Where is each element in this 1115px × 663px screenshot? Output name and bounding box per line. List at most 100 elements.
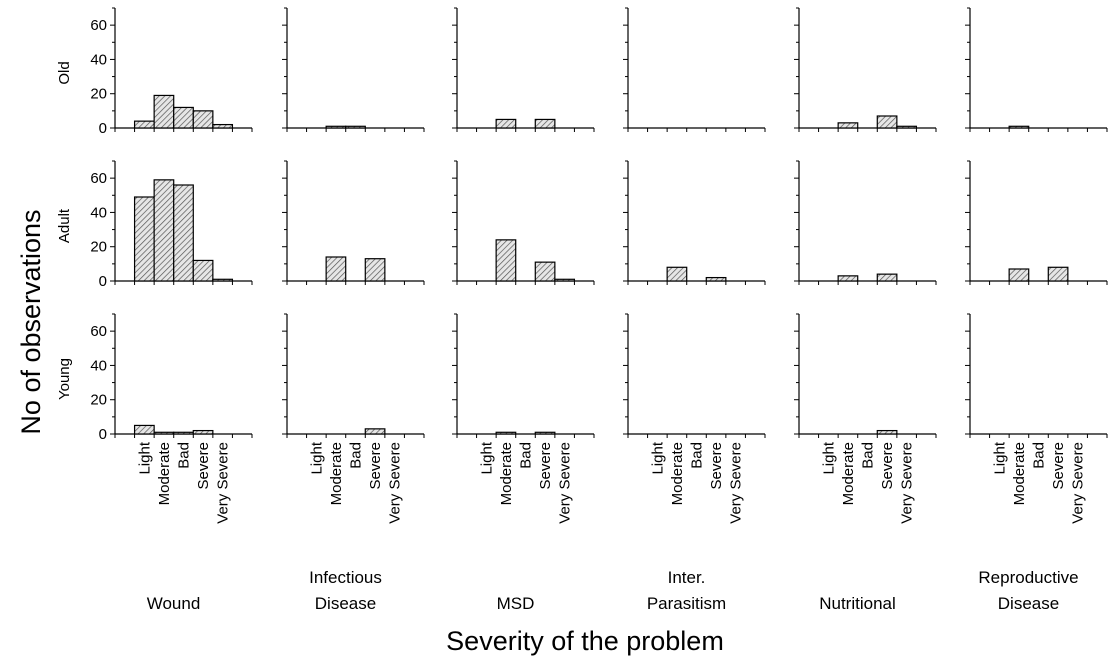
category-label: Severe [367,442,384,490]
bar-old-0-very-severe [212,123,234,129]
panel-young-0: 0 20 40 60 Light Moderate Bad Severe Very Severe… [90,313,253,613]
category-label: Light [136,441,153,474]
bar-young-1-severe [364,428,386,435]
panel-adult-1 [282,160,425,285]
bar-young-2-moderate [495,431,517,435]
bar-old-4-moderate [837,122,859,129]
category-label: Light [991,441,1008,474]
y-tick-label: 60 [90,170,107,187]
category-label: Light [308,441,325,474]
row-label-adult: Adult [56,208,73,243]
category-label: Light [478,441,495,474]
category-label: Severe [1050,442,1067,490]
category-label: Severe [537,442,554,490]
category-label: Bad [176,442,193,469]
bar-old-0-light [133,120,155,129]
bar-old-4-severe [876,115,898,129]
bar-young-0-moderate [153,431,175,435]
panel-old-4 [794,7,937,132]
bar-young-0-severe [192,429,214,435]
bar-young-2-severe [534,431,556,435]
category-label: Severe [708,442,725,490]
panel-old-1 [282,7,425,132]
bar-adult-0-moderate [153,179,175,282]
category-label: Bad [1031,442,1048,469]
bar-adult-3-severe [705,276,727,282]
category-label: Moderate [498,442,515,505]
bar-adult-0-bad [173,184,194,282]
y-tick-label: 0 [99,426,107,443]
panel-young-4: Light Moderate Bad Severe Very Severe Nutriti… [794,313,937,613]
y-tick-label: 20 [90,392,107,409]
panel-adult-0: 0 20 40 60 [90,160,253,290]
bar-adult-0-light [133,196,155,282]
row-label-young: Young [56,358,73,400]
bar-adult-4-severe [876,273,898,282]
y-tick-label: 20 [90,86,107,103]
category-label: Bad [518,442,535,469]
y-tick-label: 0 [99,120,107,137]
category-label: Bad [689,442,706,469]
panel-young-1: Light Moderate Bad Severe Very Severe Infecti… [282,313,425,613]
category-label: Severe [879,442,896,490]
bar-adult-0-very-severe [212,278,234,282]
bar-young-0-light [133,424,155,435]
panel-adult-4 [794,160,937,285]
bar-old-1-bad [345,125,366,129]
y-tick-label: 40 [90,357,107,374]
bar-adult-0-severe [192,259,214,282]
y-axis-label: No of observations [16,209,46,434]
category-label: Moderate [840,442,857,505]
y-tick-label: 0 [99,273,107,290]
bar-adult-2-very-severe [554,278,576,282]
bar-adult-3-moderate [666,266,688,282]
category-label: Very Severe [1070,442,1087,524]
y-tick-label: 40 [90,204,107,221]
panel-old-0: 0 20 40 60 [90,7,253,137]
column-label: Wound [147,594,201,613]
category-label: Severe [195,442,212,490]
bar-old-5-moderate [1008,125,1030,129]
category-label: Light [649,441,666,474]
bar-young-0-bad [173,431,194,435]
panel-young-5: Light Moderate Bad Severe Very Severe Reprodu… [965,313,1108,613]
bar-old-0-severe [192,110,214,129]
bar-adult-2-moderate [495,239,517,282]
category-label: Very Severe [899,442,916,524]
column-label: Inter. [668,568,706,587]
panel-old-2 [452,7,595,132]
bar-old-0-bad [173,106,194,129]
bar-old-4-very-severe [896,125,918,129]
bar-old-0-moderate [153,94,175,129]
panel-adult-5 [965,160,1108,285]
bar-young-4-severe [876,429,898,435]
category-label: Bad [860,442,877,469]
category-label: Very Severe [557,442,574,524]
category-label: Light [820,441,837,474]
panel-young-3: Light Moderate Bad Severe Very Severe Inter. P… [623,313,766,613]
category-label: Very Severe [387,442,404,524]
row-label-old: Old [56,61,73,84]
y-tick-label: 60 [90,17,107,34]
category-label: Bad [348,442,365,469]
bar-adult-5-severe [1047,266,1069,282]
category-label: Very Severe [215,442,232,524]
column-label: Disease [998,594,1059,613]
bar-adult-4-moderate [837,275,859,282]
bar-adult-1-severe [364,258,386,282]
panel-young-2: Light Moderate Bad Severe Very Severe MSD [452,313,595,613]
panel-adult-2 [452,160,595,285]
column-label: Reproductive [978,568,1078,587]
bar-old-2-severe [534,118,556,129]
bar-old-1-moderate [325,125,347,129]
category-label: Moderate [669,442,686,505]
category-label: Moderate [156,442,173,505]
category-label: Moderate [328,442,345,505]
category-label: Very Severe [728,442,745,524]
column-label: Disease [315,594,376,613]
panel-adult-3 [623,160,766,285]
y-tick-label: 40 [90,51,107,68]
column-label: Parasitism [647,594,726,613]
bar-adult-5-moderate [1008,268,1030,282]
